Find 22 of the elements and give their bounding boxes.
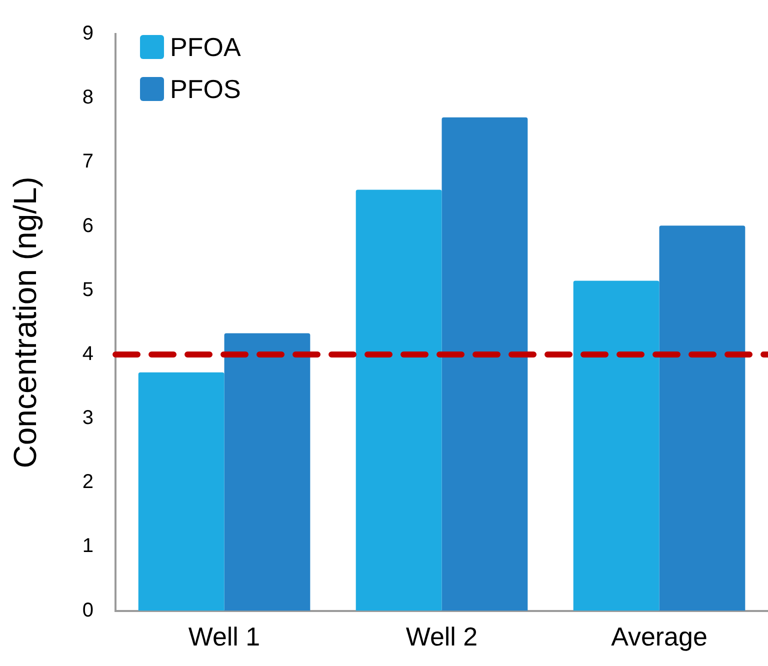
x-tick-label: Well 1	[188, 622, 260, 652]
y-tick-label: 3	[82, 407, 94, 430]
y-tick-label: 7	[82, 150, 94, 173]
x-tick-label: Average	[611, 622, 708, 652]
y-tick-label: 1	[82, 535, 94, 558]
bar	[224, 333, 310, 611]
legend-label: PFOA	[170, 32, 241, 62]
x-tick-label: Well 2	[406, 622, 478, 652]
y-tick-label: 8	[82, 86, 94, 109]
y-tick-label: 2	[82, 471, 94, 494]
bar	[442, 117, 528, 611]
y-tick-label: 6	[82, 214, 94, 237]
y-tick-label: 4	[82, 342, 94, 365]
bar	[659, 226, 746, 611]
bar	[573, 280, 660, 611]
y-axis-title: Concentration (ng/L)	[7, 176, 44, 468]
bar	[138, 372, 224, 611]
y-tick-label: 5	[82, 278, 94, 301]
y-tick-label: 9	[82, 22, 94, 45]
bar	[356, 190, 442, 611]
y-tick-label: 0	[82, 599, 94, 622]
legend-label: PFOS	[170, 74, 241, 104]
